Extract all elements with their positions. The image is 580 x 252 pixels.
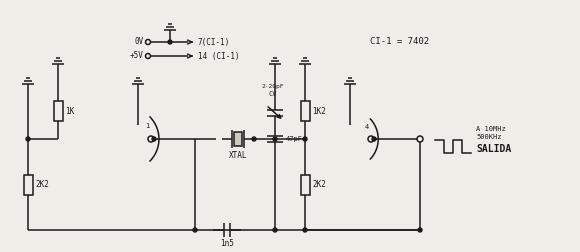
Text: SALIDA: SALIDA xyxy=(476,144,511,154)
Circle shape xyxy=(368,136,374,142)
Circle shape xyxy=(303,228,307,232)
Text: 2-20pF: 2-20pF xyxy=(262,84,284,89)
Text: 2K2: 2K2 xyxy=(313,180,327,189)
Text: CV: CV xyxy=(269,91,277,97)
Text: 47pF: 47pF xyxy=(286,136,303,142)
Circle shape xyxy=(273,137,277,141)
Text: 7(CI-1): 7(CI-1) xyxy=(198,38,230,47)
Text: CI-1 = 7402: CI-1 = 7402 xyxy=(370,38,429,47)
Bar xyxy=(234,132,242,146)
Bar xyxy=(24,174,32,195)
Text: 4: 4 xyxy=(365,124,369,130)
Circle shape xyxy=(418,228,422,232)
Circle shape xyxy=(193,228,197,232)
Text: 0V: 0V xyxy=(135,38,144,47)
Text: +5V: +5V xyxy=(130,51,144,60)
Circle shape xyxy=(146,53,150,58)
Text: A 10MHz: A 10MHz xyxy=(476,126,506,132)
Text: 14 (CI-1): 14 (CI-1) xyxy=(198,51,240,60)
Bar xyxy=(300,101,310,121)
Circle shape xyxy=(26,137,30,141)
Text: 500KHz: 500KHz xyxy=(476,134,502,140)
Text: 1K2: 1K2 xyxy=(313,107,327,115)
Circle shape xyxy=(148,136,154,142)
Circle shape xyxy=(152,137,156,141)
Bar xyxy=(53,101,63,121)
Circle shape xyxy=(252,137,256,141)
Circle shape xyxy=(303,137,307,141)
Text: 1: 1 xyxy=(145,123,149,129)
Text: 2K2: 2K2 xyxy=(35,180,49,189)
Text: 1K: 1K xyxy=(66,107,75,115)
Circle shape xyxy=(146,40,150,45)
Bar xyxy=(300,174,310,195)
Text: XTAL: XTAL xyxy=(229,151,247,160)
Circle shape xyxy=(168,40,172,44)
Circle shape xyxy=(417,136,423,142)
Circle shape xyxy=(372,137,376,141)
Text: 1n5: 1n5 xyxy=(220,239,234,248)
Circle shape xyxy=(273,228,277,232)
